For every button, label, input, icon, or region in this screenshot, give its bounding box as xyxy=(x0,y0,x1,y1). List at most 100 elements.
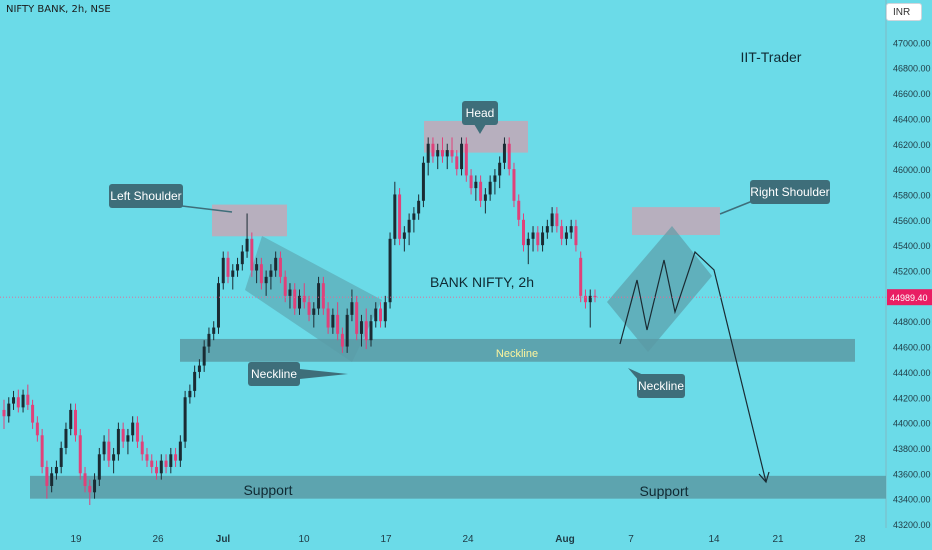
candle-body xyxy=(2,409,6,417)
right-shoulder-label-box xyxy=(750,180,830,204)
candle-body xyxy=(207,333,211,347)
candle-body xyxy=(407,219,411,233)
candle-body xyxy=(264,276,268,284)
y-tick-label: 44000.00 xyxy=(893,419,931,429)
candle-body xyxy=(293,289,297,309)
projection-arrowhead xyxy=(758,471,770,484)
candle-body xyxy=(541,232,545,246)
right-shoulder-box xyxy=(632,207,720,236)
left-shoulder-pointer xyxy=(181,205,233,213)
candle-body xyxy=(564,232,568,239)
candle-body xyxy=(21,394,25,408)
candle-body xyxy=(45,466,49,486)
candle-body xyxy=(593,295,597,298)
candle-body xyxy=(50,473,54,486)
candle-body xyxy=(359,321,363,334)
candle-body xyxy=(364,321,368,341)
neckline-right-label-text: Neckline xyxy=(638,379,684,393)
x-tick-label: 14 xyxy=(708,534,720,545)
support-left-text: Support xyxy=(243,482,292,498)
candle-body xyxy=(121,428,125,442)
y-tick-label: 46600.00 xyxy=(893,89,931,99)
candle-body xyxy=(93,479,97,493)
candle-body xyxy=(283,276,287,296)
candle-body xyxy=(522,219,526,246)
right-shoulder-label-text: Right Shoulder xyxy=(750,185,829,199)
candle-body xyxy=(426,143,430,163)
candle-body xyxy=(69,409,73,429)
candle-body xyxy=(393,194,397,239)
candle-body xyxy=(474,181,478,189)
candle-body xyxy=(288,289,292,296)
candle-body xyxy=(588,295,592,303)
candle-body xyxy=(312,308,316,315)
y-tick-label: 43400.00 xyxy=(893,495,931,505)
x-tick-label: 21 xyxy=(772,534,784,545)
candle-body xyxy=(35,422,39,436)
x-tick-label: 24 xyxy=(462,534,474,545)
candle-body xyxy=(221,257,225,284)
candle-body xyxy=(336,314,340,334)
x-tick-label: 7 xyxy=(628,534,634,545)
support-zone xyxy=(30,475,886,499)
y-tick-label: 46800.00 xyxy=(893,64,931,74)
candle-body xyxy=(259,264,263,284)
support-right-text: Support xyxy=(639,483,688,499)
candle-body xyxy=(83,473,87,486)
left-shoulder-box xyxy=(212,204,287,237)
y-tick-label: 44800.00 xyxy=(893,317,931,327)
left-shoulder-label-text: Left Shoulder xyxy=(110,189,181,203)
chart-title: BANK NIFTY, 2h xyxy=(430,274,534,290)
candle-body xyxy=(202,346,206,366)
candle-body xyxy=(278,257,282,277)
currency-selector[interactable]: INR xyxy=(886,3,922,21)
candle-body xyxy=(250,238,254,271)
candle-body xyxy=(398,194,402,239)
candle-body xyxy=(331,314,335,328)
candle-body xyxy=(112,454,116,461)
candle-body xyxy=(555,213,559,227)
candle-body xyxy=(236,264,240,271)
x-tick-label: 19 xyxy=(70,534,82,545)
head-label-text: Head xyxy=(466,106,495,120)
y-tick-label: 43200.00 xyxy=(893,520,931,530)
candle-body xyxy=(216,283,220,328)
candle-body xyxy=(107,441,111,461)
watermark-text: IIT-Trader xyxy=(741,49,802,65)
candle-body xyxy=(7,403,11,417)
candle-body xyxy=(54,466,58,474)
candle-body xyxy=(116,428,120,455)
candle-body xyxy=(440,150,444,157)
candle-body xyxy=(479,181,483,201)
price-tag-text: 44989.40 xyxy=(890,293,928,303)
candle-body xyxy=(298,295,301,309)
candle-body xyxy=(421,162,425,201)
candle-body xyxy=(145,454,149,461)
candle-body xyxy=(412,213,416,220)
neckline-left-label-text: Neckline xyxy=(251,367,297,381)
candle-body xyxy=(274,257,278,271)
candle-body xyxy=(135,422,139,442)
candle-body xyxy=(502,143,506,163)
candle-body xyxy=(374,308,378,322)
candle-body xyxy=(102,441,106,455)
candle-body xyxy=(417,200,421,214)
candle-body xyxy=(560,226,564,239)
candle-body xyxy=(197,365,201,372)
candle-body xyxy=(73,409,77,436)
candle-body xyxy=(355,302,359,334)
candle-body xyxy=(526,238,530,246)
candle-body xyxy=(231,270,235,277)
candle-body xyxy=(340,333,344,347)
y-tick-label: 44400.00 xyxy=(893,368,931,378)
candle-body xyxy=(579,257,583,296)
candle-body xyxy=(31,404,35,423)
candle-body xyxy=(583,295,587,303)
candle-body xyxy=(188,390,192,398)
x-tick-label: 10 xyxy=(298,534,310,545)
candle-body xyxy=(16,397,20,408)
candle-body xyxy=(255,264,259,271)
candle-body xyxy=(245,238,249,252)
candle-body xyxy=(169,454,173,467)
